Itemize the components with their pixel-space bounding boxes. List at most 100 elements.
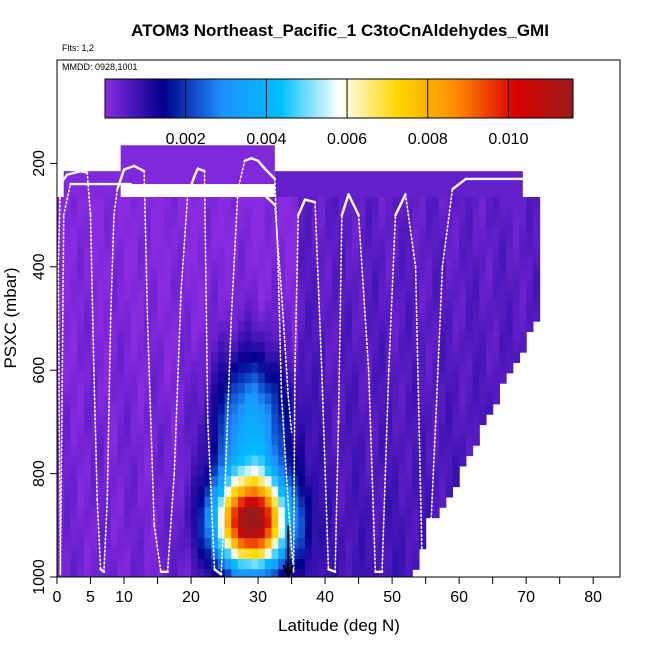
heatmap-cell [97,207,105,219]
heatmap-cell [271,569,279,577]
heatmap-cell [251,414,259,426]
heatmap-cell [425,207,433,219]
heatmap-cell [298,434,306,446]
heatmap-cell [110,403,118,415]
heatmap-cell [90,548,98,560]
heatmap-cell [204,321,212,333]
heatmap-cell [358,362,366,374]
heatmap-cell [358,321,366,333]
heatmap-cell [499,372,507,384]
heatmap-cell [237,300,246,312]
heatmap-cell [398,321,407,333]
heatmap-cell [485,403,494,415]
heatmap-cell [144,507,152,519]
heatmap-cell [271,248,279,260]
heatmap-cell [351,476,360,488]
flight-track-1-segment [116,168,126,191]
heatmap-cell [137,486,145,498]
heatmap-cell [425,445,433,457]
heatmap-cell [432,383,440,395]
heatmap-cell [77,527,85,539]
heatmap-cell [150,548,159,560]
heatmap-cell [204,228,212,239]
heatmap-cell [217,455,226,467]
heatmap-cell [338,321,346,333]
heatmap-cell [97,300,105,312]
heatmap-cell [164,259,172,270]
heatmap-cell [211,197,219,208]
heatmap-cell [412,434,420,446]
heatmap-cell [532,269,541,281]
heatmap-cell [278,321,286,333]
heatmap-cell [385,538,393,550]
heatmap-cell [311,538,319,550]
heatmap-cell [77,517,85,529]
heatmap-cell [150,465,159,477]
heatmap-cell [77,445,85,457]
heatmap-cell [164,383,172,395]
flight-track-1-segment [334,421,340,573]
heatmap-cell [445,238,454,250]
heatmap-cell [164,496,172,508]
heatmap-cell [385,476,393,488]
heatmap-cell [331,507,340,519]
heatmap-cell [432,300,440,312]
heatmap-cell [398,414,407,426]
heatmap-cell [358,207,366,219]
heatmap-cell [338,486,346,498]
heatmap-cell [244,527,252,539]
heatmap-cell [164,331,172,343]
heatmap-cell [432,352,440,364]
heatmap-cell [197,290,206,302]
heatmap-cell [512,341,521,353]
heatmap-cell [358,538,366,550]
heatmap-cell [365,527,373,539]
heatmap-cell [398,558,407,570]
heatmap-cell [224,238,232,250]
flight-track-1-segment [132,164,146,173]
heatmap-cell [445,300,454,312]
heatmap-cell [144,455,152,467]
heatmap-cell [378,476,387,488]
heatmap-cell [372,393,380,405]
heatmap-cell [418,248,427,260]
heatmap-cell [177,217,185,229]
heatmap-cell [63,300,72,312]
heatmap-cell [432,476,440,488]
heatmap-cell [211,414,219,426]
heatmap-cell [499,259,507,270]
heatmap-cell [157,414,165,426]
heatmap-cell [345,217,353,229]
heatmap-cell [392,248,400,260]
heatmap-cell [251,310,259,322]
heatmap-cell [465,269,474,281]
heatmap-cell [506,259,514,270]
heatmap-cell [130,434,139,446]
heatmap-cell [284,403,293,415]
heatmap-cell [526,279,534,291]
heatmap-cell [532,228,541,239]
heatmap-cell [412,259,420,270]
heatmap-cell [465,207,474,219]
heatmap-cell [351,207,360,219]
heatmap-cell [251,279,259,291]
heatmap-cell [117,476,125,488]
heatmap-cell [405,248,413,260]
heatmap-cell [197,445,206,457]
heatmap-cell [479,197,487,208]
heatmap-cell [157,486,165,498]
heatmap-cell [372,476,380,488]
heatmap-cell [90,486,98,498]
heatmap-cell [338,507,346,519]
heatmap-cell [432,321,440,333]
heatmap-cell [465,403,474,415]
heatmap-cell [485,341,494,353]
heatmap-cell [90,527,98,539]
heatmap-cell [465,393,474,405]
heatmap-cell [117,393,125,405]
heatmap-cell [512,259,521,270]
heatmap-cell [137,228,145,239]
heatmap-cell [130,372,139,384]
heatmap-cell [177,455,185,467]
heatmap-cell [137,455,145,467]
